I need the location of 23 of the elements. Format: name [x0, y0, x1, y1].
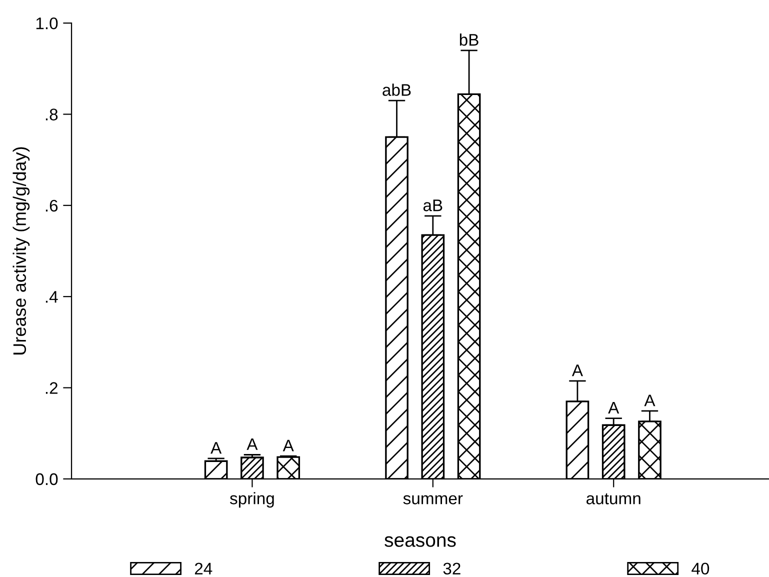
data-label: A [282, 440, 294, 452]
x-axis-title: seasons [384, 536, 456, 547]
data-label: A [644, 394, 656, 406]
x-tick-label: autumn [586, 493, 640, 504]
legend-label: 32 [443, 562, 460, 575]
legend-label: 24 [194, 562, 212, 574]
y-tick-label: .2 [46, 382, 58, 394]
data-label: abB [382, 84, 411, 96]
data-label: A [608, 402, 620, 414]
legend-label: 40 [692, 562, 710, 575]
y-tick-label: .8 [46, 108, 58, 120]
y-axis-title: Urease activity (mg/g/day) [12, 147, 30, 354]
y-tick-label: .4 [46, 291, 58, 303]
data-label: A [246, 438, 258, 450]
x-tick-label: summer [403, 495, 463, 504]
y-tick-label: 0.0 [36, 473, 58, 486]
x-tick-label: spring [230, 492, 274, 508]
data-label: aB [423, 200, 442, 212]
data-label: bB [460, 34, 478, 46]
data-label: A [572, 364, 583, 376]
data-label: A [210, 442, 222, 454]
y-tick-label: .6 [46, 200, 58, 212]
y-tick-label: 1.0 [36, 17, 58, 30]
